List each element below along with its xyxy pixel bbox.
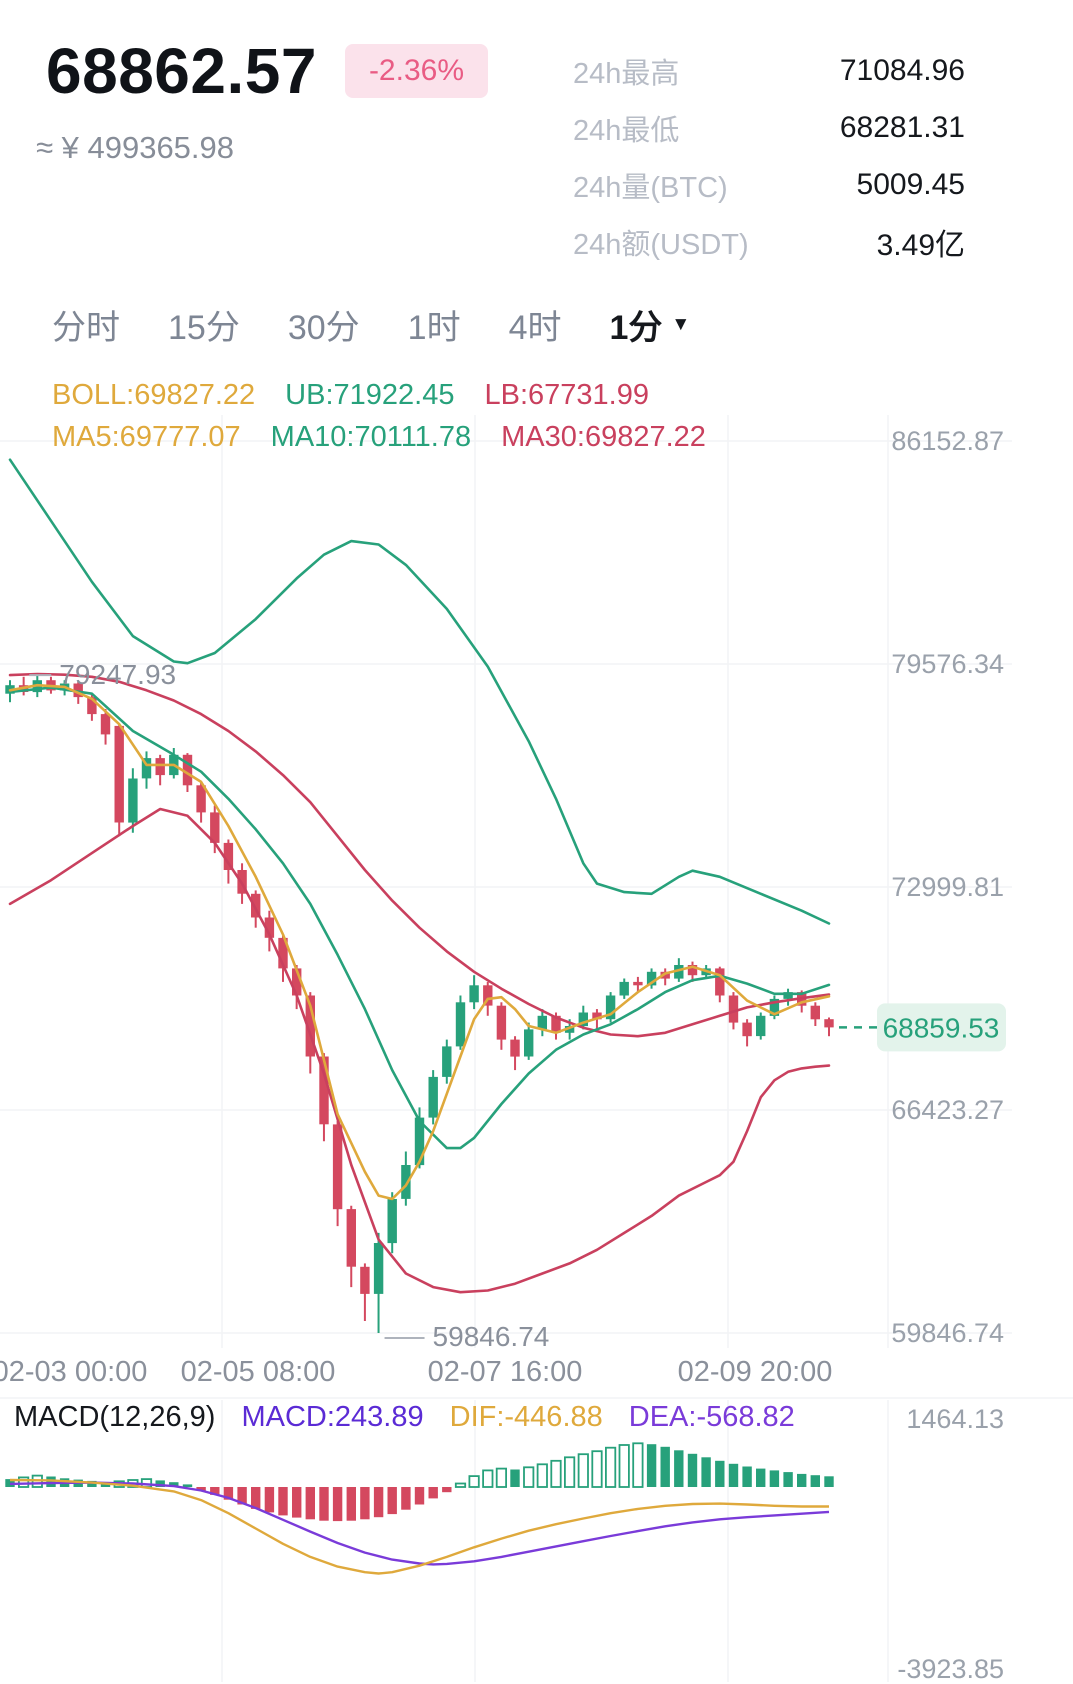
chevron-down-icon: ▼ [671, 313, 691, 335]
stat-label: 24h量(BTC) [573, 171, 728, 204]
macd-value: MACD:243.89 [241, 1401, 424, 1433]
stat-row: 24h最高 71084.96 [573, 42, 965, 99]
stat-value: 5009.45 [856, 167, 965, 201]
stat-row: 24h最低 68281.31 [573, 99, 965, 156]
ma30-value: MA30:69827.22 [501, 421, 706, 453]
boll-mid-value: BOLL:69827.22 [52, 379, 256, 411]
timeframe-tabs: 分时 15分 30分 1时 4时 1分 ▼ [52, 300, 690, 349]
y-axis-label: 66423.27 [891, 1095, 1004, 1125]
stat-row: 24h额(USDT) 3.49亿 [573, 213, 965, 270]
ma-indicator-row: MA5:69777.07 MA10:70111.78 MA30:69827.22 [52, 421, 706, 454]
tab-timeline[interactable]: 分时 [52, 309, 120, 347]
tab-1hour[interactable]: 1时 [407, 309, 461, 347]
stat-value: 71084.96 [839, 53, 965, 87]
candlesticks [5, 675, 834, 1333]
x-axis-label: 02-05 08:00 [180, 1356, 336, 1388]
dif-value: DIF:-446.88 [449, 1401, 603, 1433]
lb-line [8, 807, 831, 1294]
dif-line [9, 1478, 829, 1575]
boll-indicator-row: BOLL:69827.22 UB:71922.45 LB:67731.99 [52, 379, 649, 412]
ub-line [8, 458, 831, 925]
macd-header-row: MACD(12,26,9) MACD:243.89 DIF:-446.88 DE… [14, 1401, 795, 1434]
tab-4hour[interactable]: 4时 [508, 309, 562, 347]
current-price-tag [877, 1003, 1006, 1052]
stat-value: 68281.31 [839, 110, 965, 144]
dea-value: DEA:-568.82 [628, 1401, 795, 1433]
ma30-line [8, 672, 831, 1038]
x-axis-label: 02-07 16:00 [427, 1356, 583, 1388]
tab-label: 1分 [609, 309, 663, 347]
price-header: 68862.57 -2.36% ≈ ¥ 499365.98 [36, 34, 488, 166]
stats-24h: 24h最高 71084.96 24h最低 68281.31 24h量(BTC) … [573, 42, 965, 270]
last-price: 68862.57 [46, 35, 317, 107]
fiat-value: ≈ ¥ 499365.98 [36, 130, 235, 165]
ma5-value: MA5:69777.07 [52, 421, 241, 453]
low-annotation: 59846.74 [433, 1321, 550, 1352]
y-axis-label: 86152.87 [891, 426, 1004, 456]
dea-line [9, 1481, 830, 1566]
current-price-label: 68859.53 [883, 1012, 1000, 1043]
high-annotation: 79247.93 [59, 659, 176, 690]
price-row: 68862.57 -2.36% [46, 34, 488, 108]
ma10-line [8, 686, 831, 1150]
ma10-value: MA10:70111.78 [270, 421, 472, 453]
stat-label: 24h额(USDT) [573, 228, 749, 261]
macd-histogram [5, 1442, 834, 1522]
stat-row: 24h量(BTC) 5009.45 [573, 156, 965, 213]
y-axis-label: 72999.81 [891, 872, 1004, 902]
stat-label: 24h最高 [573, 57, 680, 90]
boll-lower-value: LB:67731.99 [484, 379, 649, 411]
tab-1min-selected[interactable]: 1分 ▼ [610, 300, 691, 349]
tab-15min[interactable]: 15分 [168, 309, 240, 347]
stat-label: 24h最低 [573, 114, 680, 147]
ma5-line [8, 683, 831, 1201]
x-axis-labels: 02-03 00:00 02-05 08:00 02-07 16:00 02-0… [0, 1356, 1073, 1394]
boll-upper-value: UB:71922.45 [285, 379, 455, 411]
change-24h-badge: -2.36% [344, 44, 488, 98]
macd-axis-min: -3923.85 [897, 1654, 1004, 1684]
macd-params: MACD(12,26,9) [14, 1401, 216, 1433]
y-axis-label: 79576.34 [891, 649, 1004, 679]
y-axis-label: 59846.74 [891, 1318, 1004, 1348]
tab-30min[interactable]: 30分 [287, 309, 360, 347]
x-axis-label: 02-09 20:00 [677, 1356, 833, 1388]
stat-value: 3.49亿 [876, 228, 965, 262]
x-axis-label: 02-03 00:00 [0, 1356, 148, 1388]
macd-axis-max: 1464.13 [906, 1404, 1004, 1434]
